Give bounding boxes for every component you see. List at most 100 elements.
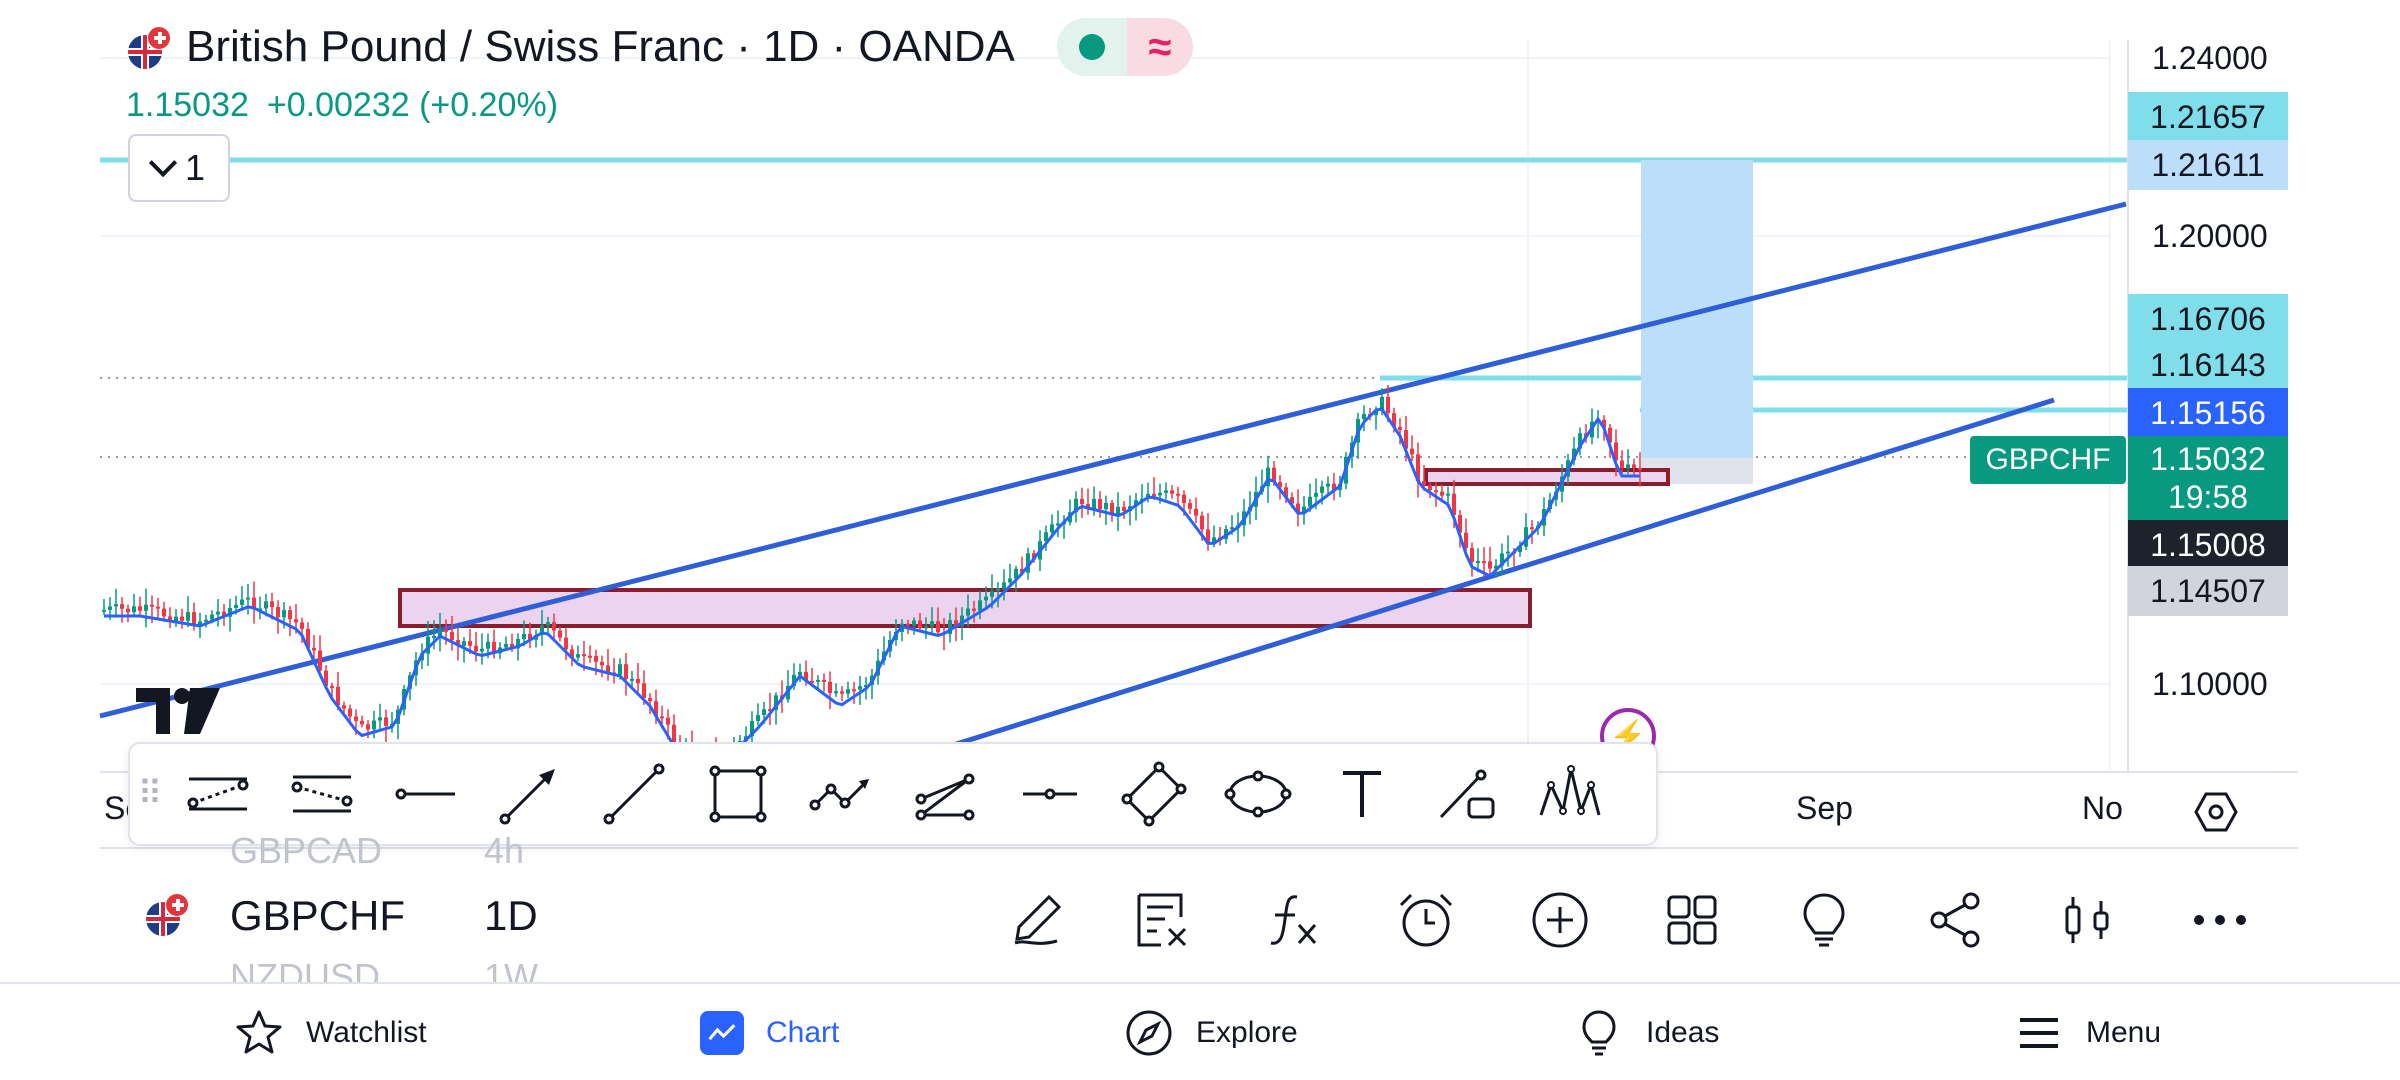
candle-body bbox=[306, 628, 310, 648]
settings-icon[interactable] bbox=[2194, 790, 2238, 834]
candle-body bbox=[252, 597, 256, 609]
candle-body bbox=[1296, 503, 1300, 513]
current-symbol[interactable]: GBPCHF bbox=[230, 892, 406, 939]
price-tag-1-14507[interactable]: 1.14507 bbox=[2128, 566, 2288, 616]
price-tag-1-21657[interactable]: 1.21657 bbox=[2128, 92, 2288, 142]
horizontal-ray-tool[interactable] bbox=[374, 752, 478, 836]
status-pill[interactable]: ≈ bbox=[1056, 18, 1193, 76]
candle-body bbox=[1122, 506, 1126, 511]
drawing-toolbar[interactable]: ⠿ bbox=[128, 742, 1658, 846]
arrow-icon bbox=[499, 769, 555, 825]
grid-icon bbox=[1667, 895, 1717, 945]
candle-body bbox=[120, 604, 124, 609]
candle-body bbox=[1380, 396, 1384, 411]
indicator-wave-icon[interactable]: ≈ bbox=[1126, 18, 1193, 76]
layout-button[interactable] bbox=[1652, 880, 1732, 960]
price-tag-1-16706[interactable]: 1.16706 bbox=[2128, 294, 2288, 344]
ideas-button[interactable] bbox=[1784, 880, 1864, 960]
alert-button[interactable] bbox=[1386, 880, 1466, 960]
nav-watchlist[interactable]: Watchlist bbox=[234, 984, 427, 1080]
indicator-count: 1 bbox=[184, 147, 206, 188]
candle-body bbox=[648, 698, 652, 702]
candle-body bbox=[762, 709, 766, 716]
callout-tool[interactable] bbox=[1414, 752, 1518, 836]
symbol-switcher-row[interactable]: GBPCAD 4h GBPCHF 1D NZDUSD 1W bbox=[0, 830, 2400, 997]
candle-body bbox=[510, 643, 514, 649]
drag-handle-icon[interactable]: ⠿ bbox=[137, 775, 163, 813]
chart-type-button[interactable] bbox=[2048, 880, 2128, 960]
callout-icon bbox=[1439, 769, 1495, 819]
candle-body bbox=[330, 685, 334, 688]
text-tool[interactable] bbox=[1310, 752, 1414, 836]
candle-body bbox=[300, 622, 304, 629]
horizontal-line-tool[interactable] bbox=[998, 752, 1102, 836]
prev-interval[interactable]: 4h bbox=[484, 830, 525, 871]
support-zone-small[interactable] bbox=[1424, 468, 1670, 486]
path-tool[interactable] bbox=[790, 752, 894, 836]
nav-explore[interactable]: Explore bbox=[1124, 984, 1298, 1080]
candle-body bbox=[768, 709, 772, 712]
long-position-target-box[interactable] bbox=[1641, 160, 1753, 458]
candle-body bbox=[750, 721, 754, 737]
price-tag-1-16143[interactable]: 1.16143 bbox=[2128, 340, 2288, 390]
nav-ideas[interactable]: Ideas bbox=[1574, 984, 1719, 1080]
nav-menu[interactable]: Menu bbox=[2014, 984, 2161, 1080]
more-button[interactable] bbox=[2180, 880, 2260, 960]
candle-body bbox=[450, 631, 454, 641]
market-open-icon[interactable] bbox=[1056, 18, 1127, 76]
chart-header[interactable]: British Pound / Swiss Franc · 1D · OANDA… bbox=[128, 18, 1193, 76]
chart-title[interactable]: British Pound / Swiss Franc · 1D · OANDA bbox=[186, 22, 1015, 71]
chart-grid bbox=[100, 40, 2111, 770]
nav-chart[interactable]: Chart bbox=[700, 984, 839, 1080]
rotated-rectangle-tool[interactable] bbox=[1102, 752, 1206, 836]
trend-line-tool[interactable] bbox=[582, 752, 686, 836]
candle-body bbox=[1410, 448, 1414, 455]
ellipse-icon bbox=[1224, 770, 1292, 818]
arrow-tool[interactable] bbox=[478, 752, 582, 836]
price-tag-1-15156[interactable]: 1.15156 bbox=[2128, 388, 2288, 438]
candlestick-series[interactable] bbox=[102, 384, 1642, 772]
share-button[interactable] bbox=[1916, 880, 1996, 960]
candle-body bbox=[1002, 582, 1006, 589]
drawing-tools-button[interactable] bbox=[996, 880, 1076, 960]
indicators-button[interactable] bbox=[1254, 880, 1334, 960]
time-label: Sep bbox=[1796, 790, 1853, 826]
add-button[interactable] bbox=[1520, 880, 1600, 960]
indicators-collapse-button[interactable]: 1 bbox=[128, 134, 230, 202]
candle-body bbox=[288, 610, 292, 620]
current-interval[interactable]: 1D bbox=[484, 892, 538, 939]
candle-body bbox=[1284, 487, 1288, 498]
price-tag-1-15008[interactable]: 1.15008 bbox=[2128, 520, 2288, 570]
candle-body bbox=[1470, 548, 1474, 562]
candle-body bbox=[438, 629, 442, 636]
prev-symbol[interactable]: GBPCAD bbox=[230, 830, 383, 871]
candle-body bbox=[192, 612, 196, 625]
parallel-channel-tool[interactable] bbox=[166, 752, 270, 836]
candle-body bbox=[1272, 467, 1276, 483]
channel-upper-line[interactable] bbox=[99, 201, 2127, 719]
candle-body bbox=[672, 724, 676, 744]
candle-body bbox=[984, 596, 988, 601]
candle-body bbox=[150, 604, 154, 607]
candle-body bbox=[138, 606, 142, 611]
regression-channel-tool[interactable] bbox=[270, 752, 374, 836]
candle-body bbox=[1632, 464, 1636, 468]
rectangle-tool[interactable] bbox=[686, 752, 790, 836]
candle-body bbox=[504, 643, 508, 648]
support-zone-large[interactable] bbox=[398, 588, 1532, 628]
candle-body bbox=[1308, 496, 1312, 507]
polyline-tool[interactable] bbox=[894, 752, 998, 836]
bottom-navigation[interactable]: Watchlist Chart Explore Ideas Menu bbox=[0, 982, 2400, 1080]
tradingview-logo[interactable] bbox=[136, 688, 220, 734]
remove-drawings-button[interactable] bbox=[1122, 880, 1202, 960]
moving-average-line[interactable] bbox=[104, 407, 1640, 767]
candle-body bbox=[516, 638, 520, 649]
pattern-tool[interactable] bbox=[1518, 752, 1622, 836]
price-tag-1-21611[interactable]: 1.21611 bbox=[2128, 140, 2288, 190]
candle-body bbox=[912, 620, 916, 626]
ellipse-tool[interactable] bbox=[1206, 752, 1310, 836]
candle-body bbox=[858, 686, 862, 690]
candle-body bbox=[1050, 524, 1054, 533]
candle-body bbox=[666, 717, 670, 725]
